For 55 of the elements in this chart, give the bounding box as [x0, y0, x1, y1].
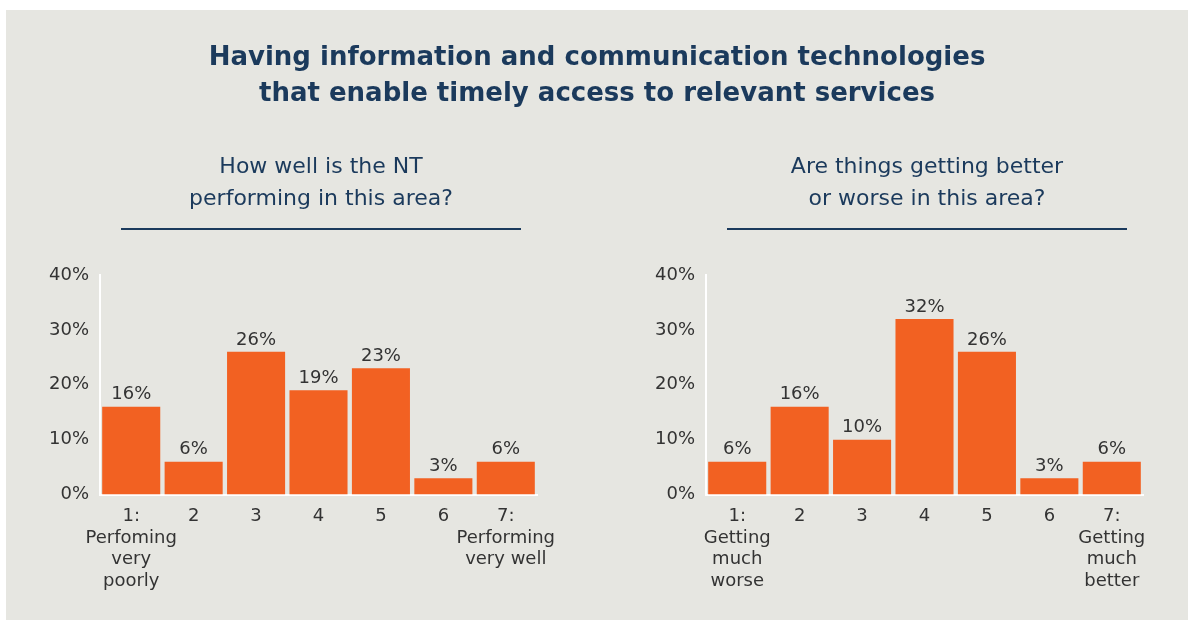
data-label: 16%	[779, 382, 820, 404]
bar	[1020, 478, 1079, 495]
x-tick-label: 2	[187, 504, 200, 526]
y-tick-label: 0%	[666, 482, 696, 504]
x-tick-label: 4	[312, 504, 325, 526]
x-tick-label: 6	[437, 504, 450, 526]
text: Having information and communication technologies that enable timely access to relevant services	[207, 40, 987, 109]
x-tick-label: 5	[375, 504, 387, 526]
y-tick-label: 0%	[60, 482, 90, 504]
data-label: 6%	[722, 437, 752, 459]
data-label: 3%	[1035, 453, 1064, 475]
x-tick-label: 5	[981, 504, 993, 526]
data-label: 6%	[1097, 437, 1127, 459]
bar	[414, 478, 473, 495]
y-tick-label: 40%	[48, 262, 90, 284]
x-tick-label: 1: Perfoming very poorly	[85, 504, 177, 590]
y-tick-label: 10%	[654, 427, 696, 449]
bar	[895, 318, 954, 495]
bar	[833, 439, 892, 495]
bar	[102, 406, 161, 495]
data-label: 23%	[360, 344, 401, 365]
y-tick-label: 20%	[48, 372, 90, 394]
x-tick-label: 6	[1043, 504, 1056, 526]
y-tick-label: 30%	[48, 317, 90, 339]
data-label: 32%	[904, 294, 945, 316]
bar	[770, 406, 829, 495]
x-tick-label: 3	[250, 504, 262, 526]
x-tick-label: 1: Getting much worse	[703, 504, 771, 590]
bar	[164, 461, 223, 495]
chart-subtitle: How well is the NT performing in this area?	[121, 150, 521, 230]
y-tick-label: 20%	[654, 372, 696, 394]
bar	[227, 351, 286, 495]
y-tick-label: 40%	[654, 262, 696, 284]
bar	[708, 461, 767, 495]
y-tick-label: 10%	[48, 427, 90, 449]
data-label: 10%	[842, 415, 883, 437]
data-label: 26%	[236, 327, 277, 349]
data-label: 19%	[298, 365, 339, 387]
data-label: 6%	[179, 437, 208, 459]
x-tick-label: 7: Performing very well	[456, 504, 556, 569]
x-tick-label: 3	[856, 504, 868, 526]
bar	[289, 390, 348, 495]
x-tick-label: 4	[918, 504, 931, 526]
data-label: 16%	[111, 382, 152, 404]
x-tick-label: 2	[793, 504, 806, 526]
bar	[476, 461, 535, 495]
chart-subtitle: Are things getting better or worse in this area?	[727, 150, 1127, 230]
x-tick-label: 7: Getting much better	[1078, 504, 1146, 590]
data-label: 3%	[429, 453, 458, 475]
bar	[1082, 461, 1141, 495]
data-label: 26%	[966, 327, 1007, 349]
y-tick-label: 30%	[654, 317, 696, 339]
data-label: 6%	[491, 437, 521, 459]
bar	[351, 368, 410, 495]
bar	[957, 351, 1016, 495]
